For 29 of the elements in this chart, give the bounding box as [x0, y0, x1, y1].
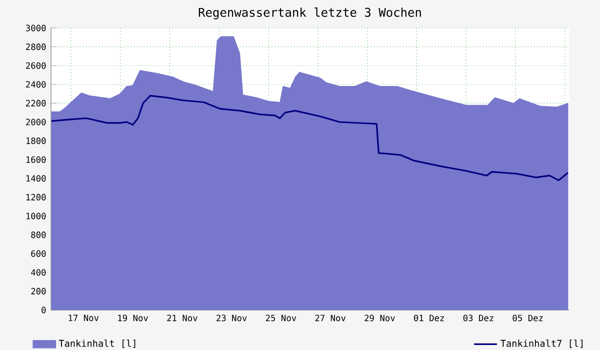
x-tick-label: 29 Nov — [364, 314, 395, 322]
y-tick-label: 3000 — [26, 24, 46, 32]
y-tick-label: 400 — [31, 269, 46, 276]
legend-label: Tankinhalt7 [l] — [500, 340, 583, 348]
x-tick-label: 19 Nov — [118, 314, 148, 322]
y-tick-label: 1200 — [26, 194, 46, 200]
x-tick-label: 21 Nov — [167, 314, 198, 322]
y-tick-label: 600 — [31, 250, 46, 257]
y-tick-label: 1400 — [26, 175, 46, 182]
x-tick-label: 17 Nov — [68, 314, 99, 322]
y-tick-label: 800 — [31, 232, 46, 238]
chart-title: Regenwassertank letzte 3 Wochen — [198, 8, 421, 20]
y-tick-label: 1800 — [26, 138, 46, 144]
x-tick-label: 25 Nov — [266, 314, 296, 322]
y-tick-label: 2800 — [26, 44, 46, 50]
y-tick-label: 2600 — [26, 62, 46, 69]
y-tick-label: 2200 — [26, 100, 46, 106]
y-tick-label: 200 — [31, 288, 46, 294]
y-tick-label: 2400 — [26, 81, 46, 88]
x-tick-label: 05 Dez — [512, 314, 543, 322]
x-tick-label: 23 Nov — [216, 314, 247, 322]
y-tick-label: 1600 — [26, 156, 46, 163]
legend-label: Tankinhalt [l] — [58, 340, 136, 348]
x-tick-label: 03 Dez — [463, 314, 494, 322]
x-tick-label: 01 Dez — [414, 314, 444, 322]
y-tick-label: 2000 — [26, 118, 46, 126]
x-tick-label: 27 Nov — [315, 314, 346, 322]
y-tick-label: 0 — [42, 306, 46, 314]
y-tick-label: 1000 — [26, 212, 46, 220]
